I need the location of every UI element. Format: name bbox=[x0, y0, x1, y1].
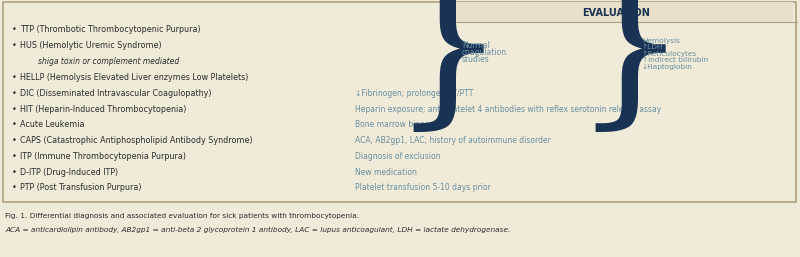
Text: Fig. 1. Differential diagnosis and associated evaluation for sick patients with : Fig. 1. Differential diagnosis and assoc… bbox=[5, 213, 359, 219]
Text: •: • bbox=[12, 152, 17, 161]
Text: PTP (Post Transfusion Purpura): PTP (Post Transfusion Purpura) bbox=[20, 183, 142, 192]
Text: EVALUATION: EVALUATION bbox=[582, 8, 650, 18]
Text: }: } bbox=[390, 0, 506, 140]
Text: •: • bbox=[12, 168, 17, 177]
Text: }: } bbox=[572, 0, 688, 140]
Text: CAPS (Catastrophic Antiphospholipid Antibody Syndrome): CAPS (Catastrophic Antiphospholipid Anti… bbox=[20, 136, 253, 145]
Text: ↑Reticulocytes: ↑Reticulocytes bbox=[642, 51, 697, 57]
Text: studies: studies bbox=[462, 55, 490, 64]
Text: HUS (Hemolytic Uremic Syndrome): HUS (Hemolytic Uremic Syndrome) bbox=[20, 41, 162, 50]
Text: •: • bbox=[12, 73, 17, 82]
Text: ↑LDH: ↑LDH bbox=[642, 44, 663, 50]
Text: D-ITP (Drug-Induced ITP): D-ITP (Drug-Induced ITP) bbox=[20, 168, 118, 177]
Text: ACA = anticardiolipin antibody, AB2gp1 = anti-beta 2 glycoprotein 1 antibody, LA: ACA = anticardiolipin antibody, AB2gp1 =… bbox=[5, 227, 510, 233]
Text: coagulation: coagulation bbox=[462, 48, 507, 57]
Text: ↓Fibrinogen; prolonged PT/PTT: ↓Fibrinogen; prolonged PT/PTT bbox=[355, 89, 474, 98]
Bar bbox=[3, 2, 796, 202]
Bar bbox=[440, 2, 793, 22]
Text: ACA, AB2gp1, LAC; history of autoimmune disorder: ACA, AB2gp1, LAC; history of autoimmune … bbox=[355, 136, 551, 145]
Text: Normal: Normal bbox=[462, 41, 490, 50]
Text: Hemolysis: Hemolysis bbox=[642, 38, 680, 44]
Text: Bone marrow biopsy: Bone marrow biopsy bbox=[355, 120, 434, 129]
Text: TTP (Thrombotic Thrombocytopenic Purpura): TTP (Thrombotic Thrombocytopenic Purpura… bbox=[20, 25, 201, 34]
Text: ↓Haptoglobin: ↓Haptoglobin bbox=[642, 64, 693, 70]
Text: •: • bbox=[12, 25, 17, 34]
Text: HIT (Heparin-Induced Thrombocytopenia): HIT (Heparin-Induced Thrombocytopenia) bbox=[20, 105, 186, 114]
Text: •: • bbox=[12, 183, 17, 192]
Text: ITP (Immune Thrombocytopenia Purpura): ITP (Immune Thrombocytopenia Purpura) bbox=[20, 152, 186, 161]
Text: •: • bbox=[12, 120, 17, 129]
Text: •: • bbox=[12, 105, 17, 114]
Text: ↑Indirect bilirubin: ↑Indirect bilirubin bbox=[642, 57, 708, 63]
Text: Diagnosis of exclusion: Diagnosis of exclusion bbox=[355, 152, 441, 161]
Text: New medication: New medication bbox=[355, 168, 417, 177]
Text: •: • bbox=[12, 41, 17, 50]
Text: HELLP (Hemolysis Elevated Liver enzymes Low Platelets): HELLP (Hemolysis Elevated Liver enzymes … bbox=[20, 73, 248, 82]
Text: •: • bbox=[12, 89, 17, 98]
Text: Acute Leukemia: Acute Leukemia bbox=[20, 120, 85, 129]
Text: shiga toxin or complement mediated: shiga toxin or complement mediated bbox=[38, 57, 179, 66]
Text: DIC (Disseminated Intravascular Coagulopathy): DIC (Disseminated Intravascular Coagulop… bbox=[20, 89, 211, 98]
Text: •: • bbox=[12, 136, 17, 145]
Text: Platelet transfusion 5-10 days prior: Platelet transfusion 5-10 days prior bbox=[355, 183, 491, 192]
Text: Heparin exposure; anti-platelet 4 antibodies with reflex serotonin release assay: Heparin exposure; anti-platelet 4 antibo… bbox=[355, 105, 662, 114]
